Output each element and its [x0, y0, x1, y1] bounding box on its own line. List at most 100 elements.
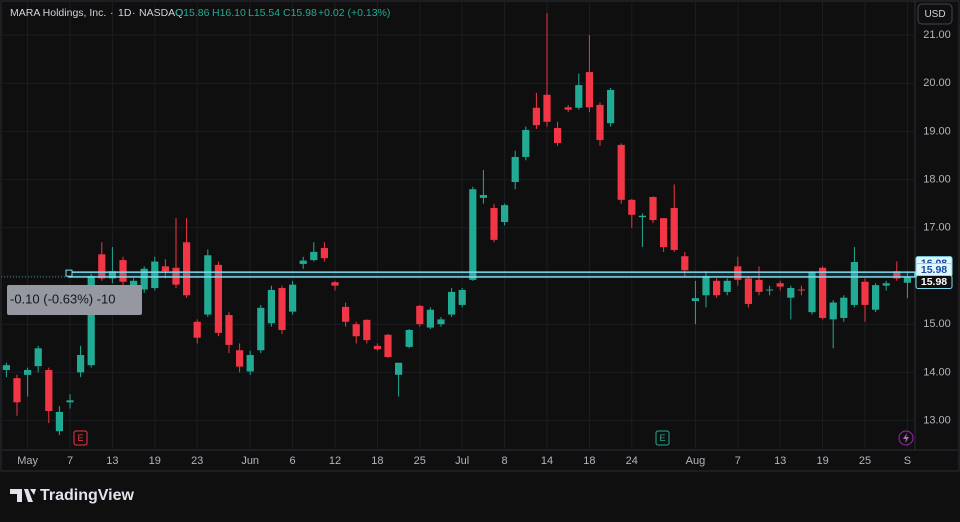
x-tick-label: 12: [329, 455, 341, 467]
x-tick-label: 13: [106, 455, 118, 467]
change: +0.02 (+0.13%): [318, 7, 390, 19]
x-tick-label: 23: [191, 455, 203, 467]
candle-body: [55, 411, 63, 432]
candle-body: [638, 215, 646, 218]
x-tick-label: 25: [414, 455, 426, 467]
x-tick-label: 8: [502, 455, 508, 467]
grid: [1, 0, 915, 450]
ohlc-open: O15.86: [175, 7, 210, 19]
x-tick-label: 19: [816, 455, 828, 467]
candle-body: [236, 350, 244, 367]
y-tick-label: 17.00: [923, 222, 951, 234]
x-tick-label: 7: [67, 455, 73, 467]
candle-body: [257, 307, 265, 351]
candle-body: [903, 276, 911, 283]
y-tick-label: 18.00: [923, 174, 951, 186]
candle-body: [87, 275, 95, 366]
currency-button[interactable]: [917, 3, 953, 25]
x-tick-label: 24: [626, 455, 638, 467]
candle-body: [352, 324, 360, 337]
candle-body: [829, 302, 837, 320]
candle-body: [416, 305, 424, 325]
x-tick-label: 19: [149, 455, 161, 467]
candle-body: [755, 279, 763, 292]
candle-body: [320, 248, 328, 259]
candle-body: [395, 362, 403, 375]
x-tick-label: 14: [541, 455, 553, 467]
candle-body: [246, 355, 254, 372]
candle-body: [426, 309, 434, 328]
candle-body: [776, 283, 784, 287]
candle-body: [2, 365, 10, 370]
x-tick-label: Jul: [455, 455, 469, 467]
candle-body: [342, 306, 350, 322]
candle-body: [532, 107, 540, 126]
x-tick-label: 7: [735, 455, 741, 467]
candle-body: [607, 89, 615, 124]
exchange: NASDAQ: [139, 7, 183, 19]
candle-body: [204, 255, 212, 315]
candle-body: [522, 129, 530, 157]
candle-body: [66, 400, 74, 403]
event-label[interactable]: E: [659, 433, 665, 443]
candle-body: [299, 260, 307, 264]
separator: ·: [110, 7, 114, 19]
candle-body: [543, 94, 551, 122]
event-label[interactable]: E: [77, 433, 83, 443]
candle-body: [193, 321, 201, 338]
candle-body: [702, 275, 710, 296]
candle-body: [808, 272, 816, 313]
candle-body: [617, 144, 625, 200]
price-label: 15.98: [921, 264, 947, 276]
dividend-marker[interactable]: [898, 430, 914, 446]
rectangle-handle: [65, 269, 73, 277]
symbol-name: MARA Holdings, Inc.: [10, 7, 106, 19]
candle-body: [469, 189, 477, 280]
candle-body: [98, 254, 106, 279]
event-marker[interactable]: [73, 430, 88, 446]
candle-body: [713, 280, 721, 296]
candle-body: [490, 208, 498, 240]
candle-body: [797, 289, 805, 291]
y-tick-label: 19.00: [923, 125, 951, 137]
candle-body: [585, 72, 593, 108]
candle-body: [554, 128, 562, 143]
y-tick-label: 15.00: [923, 318, 951, 330]
y-tick-label: 20.00: [923, 77, 951, 89]
measure-label: -0.10 (-0.63%) -10: [10, 291, 116, 306]
candle-body: [289, 284, 297, 312]
currency[interactable]: USD: [924, 9, 945, 20]
candle-body: [278, 288, 286, 330]
x-tick-label: S: [904, 455, 911, 467]
candle-body: [840, 297, 848, 318]
candle-body: [681, 256, 689, 271]
brand: TradingView: [40, 487, 135, 504]
candle-body: [723, 280, 731, 292]
x-tick-label: 6: [290, 455, 296, 467]
ohlc-low: L15.54: [248, 7, 280, 19]
candle-body: [448, 291, 456, 315]
brand-logo: [10, 489, 36, 502]
candle-body: [310, 251, 318, 261]
candle-body: [787, 288, 795, 298]
x-tick-label: 13: [774, 455, 786, 467]
y-tick-label: 21.00: [923, 29, 951, 41]
price-label: 15.98: [921, 276, 947, 288]
event-marker[interactable]: [655, 430, 670, 446]
candle-body: [384, 334, 392, 357]
ohlc-high: H16.10: [212, 7, 246, 19]
candle-body: [850, 262, 858, 305]
candle-body: [458, 289, 466, 305]
price-label-box: [915, 274, 953, 289]
candle-body: [628, 199, 636, 215]
interval: 1D: [118, 7, 132, 19]
candle-body: [670, 208, 678, 250]
candle-body: [437, 319, 445, 325]
candle-body: [691, 298, 699, 302]
candle-body: [479, 195, 487, 198]
candle-body: [45, 369, 53, 411]
plot-frame: [0, 0, 960, 472]
candle-body: [861, 281, 869, 305]
candle-body: [649, 196, 657, 221]
